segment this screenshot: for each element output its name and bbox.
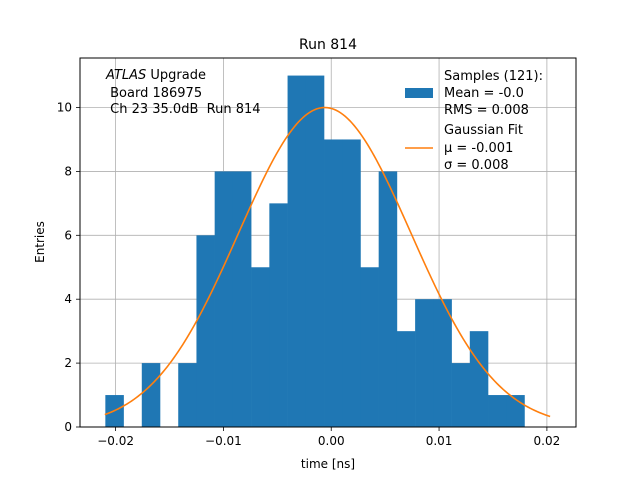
y-tick-label-5: 10 [57,101,72,115]
y-tick-label-0: 0 [64,420,72,434]
x-tick-label-3: 0.01 [426,434,453,448]
histogram-bar-2 [141,363,161,427]
histogram-bar-18 [433,299,452,427]
y-tick-label-2: 4 [64,292,72,306]
annotation-italic: ATLAS [105,68,146,83]
histogram-bar-21 [488,395,507,427]
histogram-bar-12 [324,139,343,427]
plot-frame [79,57,577,428]
histogram-bar-4 [178,363,197,427]
annotation-line-1: ATLAS Upgrade [105,68,206,83]
histogram-bar-16 [396,331,416,427]
legend-fit-line-3: σ = 0.008 [444,158,509,173]
x-axis-label: time [ns] [301,457,355,471]
legend-samples-line-3: RMS = 0.008 [444,103,529,118]
histogram-bar-20 [469,331,489,427]
y-tick-label-1: 2 [64,356,72,370]
annotation-line-3: Ch 23 35.0dB Run 814 [106,102,261,117]
legend-fit-line-1: Gaussian Fit [444,123,523,138]
histogram-bars [105,75,525,428]
chart-title: Run 814 [299,37,357,53]
x-tick-label-4: 0.02 [534,434,561,448]
gaussian-fit-curve [104,106,551,418]
legend-samples-line-1: Samples (121): [444,69,543,84]
y-axis-label: Entries [33,221,47,263]
histogram-bar-19 [451,363,471,427]
annotation-box: ATLAS Upgrade Board 186975 Ch 23 35.0dB … [105,68,261,117]
histogram-bar-17 [415,299,434,427]
y-tick-label-3: 6 [64,228,72,242]
histogram-bar-8 [251,267,270,427]
histogram-bar-9 [269,203,288,427]
histogram-bar-15 [378,171,398,427]
y-axis-ticks: 0 2 4 6 8 10 [57,101,80,434]
y-tick-label-4: 8 [64,164,72,178]
histogram-bar-14 [360,267,379,427]
x-axis-ticks: −0.02 −0.01 0.00 0.01 0.02 [97,427,560,448]
histogram-bar-6 [214,171,234,427]
histogram-bar-5 [196,235,215,427]
x-tick-label-2: 0.00 [318,434,345,448]
histogram-bar-13 [342,139,361,427]
histogram-bar-10 [287,75,307,428]
histogram-bar-11 [305,75,325,428]
x-tick-label-1: −0.01 [205,434,242,448]
annotation-line-1-rest: Upgrade [146,68,206,83]
legend-fit-line-2: μ = -0.001 [444,141,513,156]
legend-samples-line-2: Mean = -0.0 [444,86,524,101]
fit-curve-group [104,106,551,418]
x-tick-label-0: −0.02 [97,434,134,448]
legend: Samples (121): Mean = -0.0 RMS = 0.008 G… [405,69,543,173]
annotation-line-2: Board 186975 [106,86,202,101]
legend-samples-swatch [405,88,433,98]
